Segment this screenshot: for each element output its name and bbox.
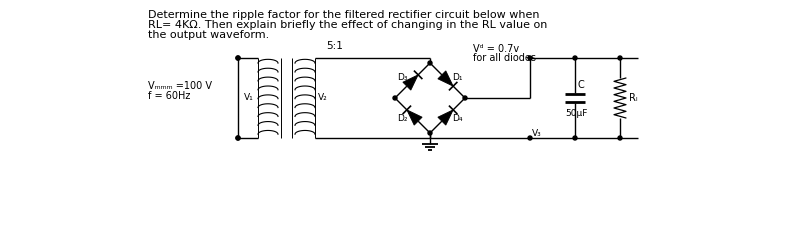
Circle shape bbox=[236, 136, 240, 140]
Text: the output waveform.: the output waveform. bbox=[148, 30, 270, 40]
Text: Vᵈ = 0.7v: Vᵈ = 0.7v bbox=[473, 44, 519, 54]
Circle shape bbox=[236, 136, 240, 140]
Text: C: C bbox=[577, 80, 584, 90]
Text: D₃: D₃ bbox=[398, 73, 408, 82]
Circle shape bbox=[528, 56, 532, 60]
Text: 50μF: 50μF bbox=[565, 110, 587, 119]
Circle shape bbox=[428, 61, 432, 65]
Circle shape bbox=[618, 136, 622, 140]
Text: f = 60Hz: f = 60Hz bbox=[148, 91, 190, 101]
Polygon shape bbox=[407, 110, 422, 125]
Text: D₂: D₂ bbox=[398, 114, 408, 123]
Text: V₃: V₃ bbox=[532, 129, 542, 138]
Text: V₁: V₁ bbox=[244, 94, 254, 103]
Circle shape bbox=[463, 96, 467, 100]
Polygon shape bbox=[438, 110, 453, 125]
Circle shape bbox=[528, 136, 532, 140]
Text: D₁: D₁ bbox=[452, 73, 462, 82]
Circle shape bbox=[428, 131, 432, 135]
Text: 5:1: 5:1 bbox=[326, 41, 343, 51]
Text: Determine the ripple factor for the filtered rectifier circuit below when: Determine the ripple factor for the filt… bbox=[148, 10, 539, 20]
Text: Rₗ: Rₗ bbox=[629, 93, 638, 103]
Circle shape bbox=[236, 56, 240, 60]
Text: V₂: V₂ bbox=[318, 94, 328, 103]
Circle shape bbox=[618, 56, 622, 60]
Polygon shape bbox=[403, 75, 418, 90]
Circle shape bbox=[573, 56, 577, 60]
Text: for all diodes: for all diodes bbox=[473, 53, 536, 63]
Text: RL= 4KΩ. Then explain briefly the effect of changing in the RL value on: RL= 4KΩ. Then explain briefly the effect… bbox=[148, 20, 547, 30]
Circle shape bbox=[236, 56, 240, 60]
Text: Vₘₘₘ =100 V: Vₘₘₘ =100 V bbox=[148, 81, 212, 91]
Polygon shape bbox=[438, 71, 453, 86]
Text: D₄: D₄ bbox=[452, 114, 462, 123]
Circle shape bbox=[573, 136, 577, 140]
Circle shape bbox=[393, 96, 397, 100]
